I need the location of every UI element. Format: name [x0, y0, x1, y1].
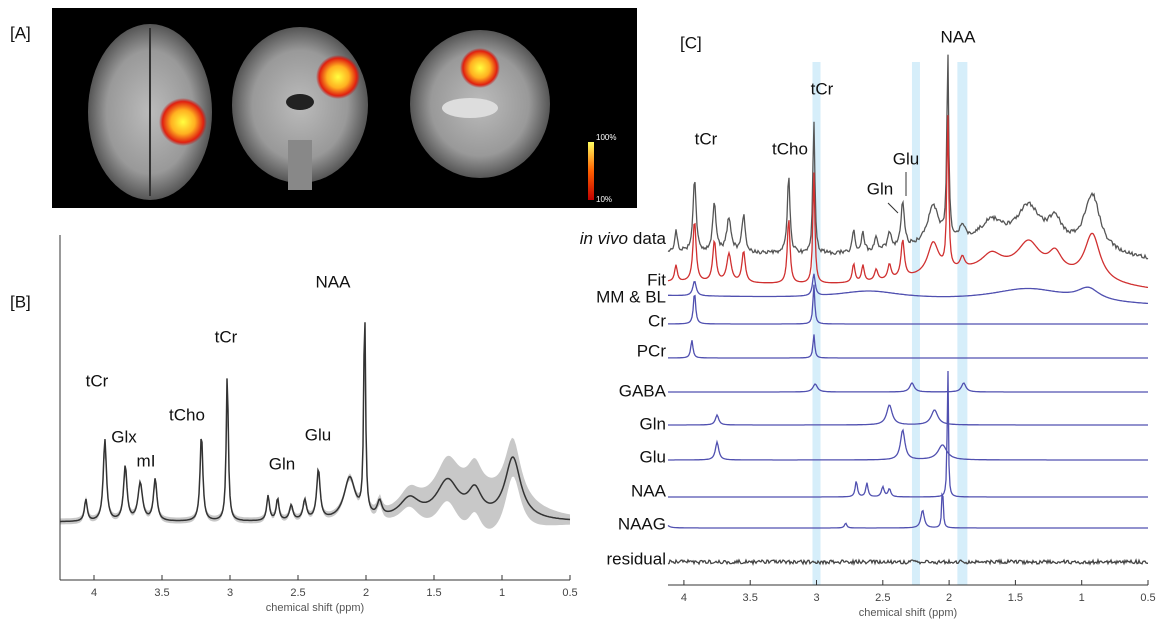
row-label: NAA: [631, 481, 667, 500]
peak-label: Glu: [305, 425, 331, 444]
row-label: in vivo data: [580, 229, 667, 248]
x-tick-label: 0.5: [562, 587, 577, 599]
voxel-coronal: [316, 55, 360, 99]
in-vivo-spectrum: [667, 54, 1149, 260]
row-label: Cr: [648, 311, 666, 330]
row-label: NAAG: [618, 514, 666, 533]
naa-curve: [668, 370, 1148, 498]
x-tick-label: 0.5: [1140, 592, 1155, 604]
peak-label: Glx: [111, 427, 137, 446]
peak-label: tCho: [772, 139, 808, 158]
mm-bl-curve: [668, 273, 1148, 305]
corpus-callosum: [442, 98, 498, 118]
x-tick-label: 1: [1079, 592, 1085, 604]
residual-curve: [667, 557, 1149, 567]
x-axis-label: chemical shift (ppm): [266, 602, 364, 614]
x-tick-label: 3: [227, 587, 233, 599]
peak-label: tCr: [811, 79, 834, 98]
x-tick-label: 4: [91, 587, 97, 599]
peak-label: mI: [137, 451, 156, 470]
x-tick-label: 1.5: [426, 587, 441, 599]
panel-label: [C]: [680, 33, 702, 52]
gln-curve: [668, 404, 1148, 426]
row-label: Glu: [640, 447, 666, 466]
x-tick-label: 4: [681, 592, 687, 604]
row-label: PCr: [637, 341, 667, 360]
x-tick-label: 1: [499, 587, 505, 599]
peak-label: Glu: [893, 149, 919, 168]
brainstem: [288, 140, 312, 190]
row-label: Fit: [647, 270, 666, 289]
x-tick-label: 2.5: [290, 587, 305, 599]
x-tick-label: 3.5: [743, 592, 758, 604]
glu-curve: [668, 428, 1148, 461]
peak-label: tCr: [86, 371, 109, 390]
pcr-curve: [668, 334, 1148, 359]
row-label: GABA: [619, 381, 667, 400]
row-label: Gln: [640, 414, 666, 433]
x-tick-label: 2: [363, 587, 369, 599]
ventricles: [286, 94, 314, 110]
peak-label: Gln: [867, 179, 893, 198]
x-tick-label: 3: [813, 592, 819, 604]
highlight-band: [812, 62, 821, 585]
peak-label: tCr: [695, 129, 718, 148]
x-tick-label: 2: [946, 592, 952, 604]
cr-curve: [668, 284, 1148, 325]
peak-label: NAA: [316, 272, 352, 291]
panel-label: [A]: [10, 23, 31, 42]
colorbar-min: 10%: [596, 195, 612, 204]
pointer: [887, 202, 899, 214]
colorbar: [588, 142, 594, 200]
row-label: residual: [606, 549, 666, 568]
row-label-italic: in vivo: [580, 229, 628, 248]
peak-label: tCr: [215, 327, 238, 346]
x-tick-label: 3.5: [154, 587, 169, 599]
peak-label: tCho: [169, 405, 205, 424]
row-label: MM & BL: [596, 287, 666, 306]
x-tick-label: 1.5: [1008, 592, 1023, 604]
fit-spectrum: [667, 115, 1149, 289]
voxel-axial: [159, 98, 207, 146]
row-label-text: data: [633, 229, 667, 248]
voxel-sagittal: [460, 48, 500, 88]
x-axis-label: chemical shift (ppm): [859, 607, 957, 619]
gaba-curve: [668, 382, 1148, 393]
peak-label: NAA: [941, 27, 977, 46]
mean-spectrum: [60, 322, 571, 523]
colorbar-max: 100%: [596, 133, 616, 142]
x-tick-label: 2.5: [875, 592, 890, 604]
peak-label: Gln: [269, 454, 295, 473]
panel-label: [B]: [10, 292, 31, 311]
naag-curve: [667, 492, 1148, 529]
